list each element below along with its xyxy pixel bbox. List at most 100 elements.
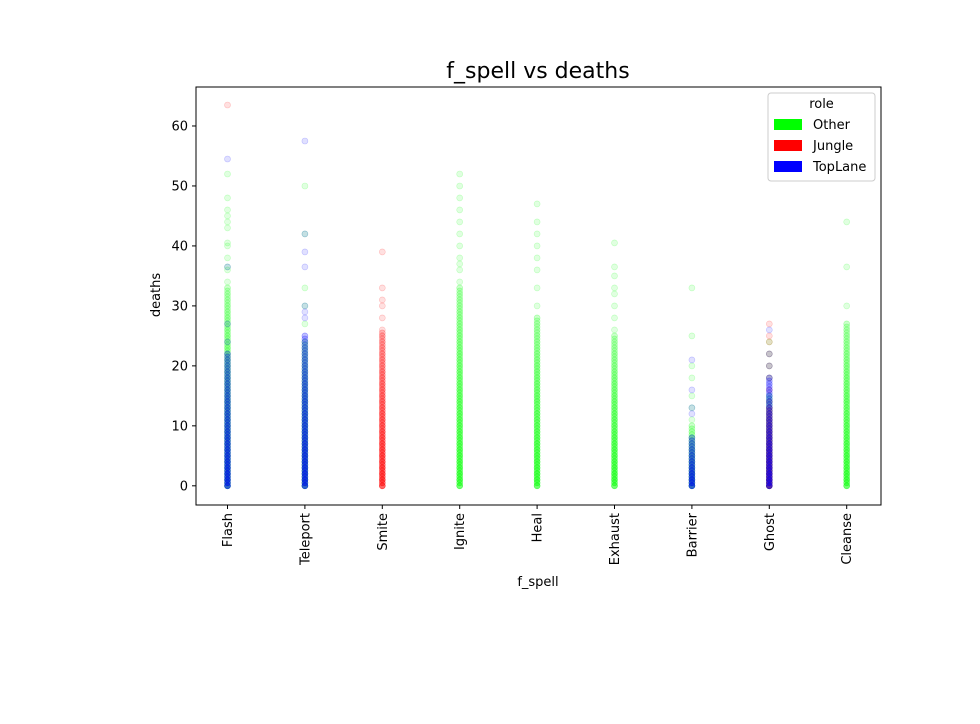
data-point [224,290,231,298]
data-point [456,347,464,355]
data-point [224,362,231,370]
data-point [224,206,231,214]
data-point [378,344,386,352]
data-point [378,314,386,322]
data-point [688,386,696,394]
data-point [301,362,309,370]
data-point [765,374,773,382]
data-point [224,299,231,307]
data-point [456,284,464,292]
data-point [301,356,309,364]
data-point [456,305,464,313]
data-point [224,320,231,328]
data-point [224,305,231,313]
data-point [843,386,851,394]
data-point [224,296,231,304]
data-point [843,398,851,406]
data-point [611,302,618,310]
data-point [378,362,386,370]
data-point [688,452,696,460]
data-point [843,347,851,355]
data-point [688,422,696,430]
data-point [533,332,541,340]
data-point [378,353,386,361]
data-point [533,395,541,403]
data-point [224,398,231,406]
data-point [301,332,309,340]
data-point [301,389,309,397]
data-point [456,365,464,373]
data-point [224,263,231,271]
data-point [224,266,231,274]
data-point [456,254,464,262]
data-point [611,341,618,349]
data-point [456,182,464,190]
data-point [765,407,773,415]
data-point [224,332,231,340]
x-axis: Flash Teleport Smite Ignite Heal Exhaust Barri… [221,505,855,566]
data-point [765,350,773,358]
data-point [765,413,773,421]
data-point [456,386,464,394]
data-point [456,170,464,178]
data-point [224,308,231,316]
data-point [533,362,541,370]
data-point [301,362,309,370]
data-point [301,320,309,328]
data-point [765,398,773,406]
data-point [301,389,309,397]
data-point [533,380,541,388]
data-point [456,359,464,367]
data-point [843,377,851,385]
data-point [533,200,541,208]
data-point [533,341,541,349]
data-point [611,290,618,298]
data-point [611,359,618,367]
data-point [301,347,309,355]
data-point [224,317,231,325]
data-point [378,365,386,373]
data-point [224,263,231,271]
data-point [533,350,541,358]
data-point [301,353,309,361]
data-point [456,332,464,340]
data-point [843,350,851,358]
legend-entry-label: TopLane [812,160,866,175]
data-point [688,443,696,451]
data-point [224,311,231,319]
data-point [224,392,231,400]
data-point [765,401,773,409]
data-point [843,383,851,391]
data-point [843,368,851,376]
data-point [456,335,464,343]
chart-title: f_spell vs deaths [446,59,629,84]
data-point [224,371,231,379]
data-point [378,383,386,391]
data-point [843,320,851,328]
data-point [456,380,464,388]
x-tick-label: Barrier [685,512,700,557]
data-point [843,416,851,424]
data-point [765,410,773,418]
data-point [533,371,541,379]
data-point [301,374,309,382]
data-point [378,368,386,376]
data-point [533,374,541,382]
data-point [765,362,773,370]
data-point [301,230,309,238]
data-point [378,356,386,364]
data-point [378,332,386,340]
data-point [456,350,464,358]
data-point [456,194,464,202]
data-point [533,383,541,391]
data-point [765,410,773,418]
data-point [843,323,851,331]
data-point [224,377,231,385]
data-point [688,392,696,400]
data-point [378,341,386,349]
data-point [688,449,696,457]
data-point [843,359,851,367]
data-point [611,404,618,412]
data-point [224,389,231,397]
data-point [843,326,851,334]
